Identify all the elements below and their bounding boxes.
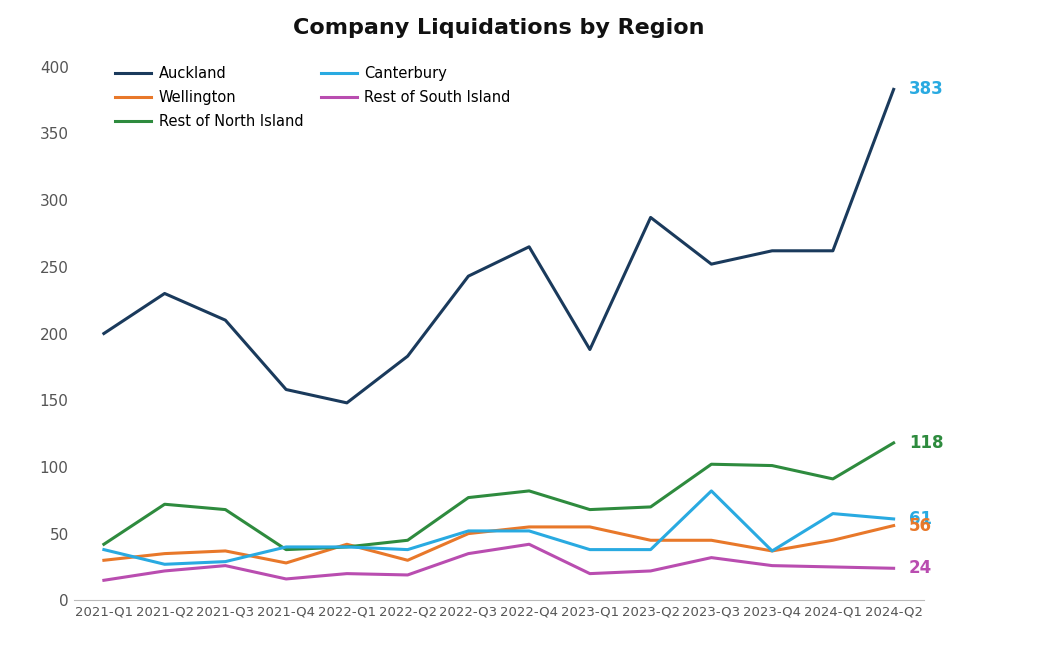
Rest of South Island <box>584 570 596 578</box>
Text: 61: 61 <box>909 510 931 528</box>
Wellington <box>887 522 900 530</box>
Canterbury <box>706 487 718 495</box>
Text: 56: 56 <box>909 517 931 534</box>
Rest of North Island <box>584 506 596 514</box>
Canterbury <box>401 546 414 554</box>
Rest of South Island <box>98 576 110 584</box>
Canterbury <box>765 547 778 555</box>
Rest of South Island <box>523 540 536 548</box>
Auckland <box>219 316 232 324</box>
Rest of South Island <box>340 570 353 578</box>
Rest of South Island <box>219 562 232 570</box>
Wellington <box>340 540 353 548</box>
Auckland <box>279 386 292 394</box>
Canterbury <box>98 546 110 554</box>
Wellington <box>462 530 475 538</box>
Line: Rest of North Island: Rest of North Island <box>104 443 894 550</box>
Legend: Auckland, Wellington, Rest of North Island, Canterbury, Rest of South Island: Auckland, Wellington, Rest of North Isla… <box>114 66 510 129</box>
Wellington <box>523 523 536 531</box>
Auckland <box>98 329 110 338</box>
Line: Canterbury: Canterbury <box>104 491 894 564</box>
Auckland <box>887 85 900 93</box>
Auckland <box>765 247 778 255</box>
Rest of South Island <box>645 567 657 575</box>
Canterbury <box>887 515 900 523</box>
Auckland <box>706 260 718 268</box>
Rest of North Island <box>98 540 110 548</box>
Rest of North Island <box>401 536 414 544</box>
Canterbury <box>159 560 171 568</box>
Auckland <box>584 346 596 354</box>
Auckland <box>645 213 657 221</box>
Rest of South Island <box>279 575 292 583</box>
Line: Auckland: Auckland <box>104 89 894 403</box>
Rest of South Island <box>706 554 718 562</box>
Canterbury <box>340 543 353 551</box>
Canterbury <box>523 527 536 535</box>
Rest of North Island <box>706 460 718 468</box>
Wellington <box>98 556 110 564</box>
Text: 383: 383 <box>909 81 944 98</box>
Auckland <box>826 247 839 255</box>
Rest of North Island <box>887 439 900 447</box>
Rest of South Island <box>765 562 778 570</box>
Rest of South Island <box>159 567 171 575</box>
Canterbury <box>219 558 232 566</box>
Rest of North Island <box>826 475 839 483</box>
Wellington <box>706 536 718 544</box>
Rest of North Island <box>645 503 657 511</box>
Auckland <box>340 399 353 407</box>
Rest of North Island <box>462 494 475 502</box>
Text: 24: 24 <box>909 560 932 577</box>
Canterbury <box>645 546 657 554</box>
Rest of North Island <box>159 500 171 508</box>
Wellington <box>765 547 778 555</box>
Rest of North Island <box>765 462 778 470</box>
Line: Rest of South Island: Rest of South Island <box>104 544 894 580</box>
Auckland <box>159 289 171 297</box>
Rest of South Island <box>826 563 839 571</box>
Rest of North Island <box>219 506 232 514</box>
Rest of North Island <box>279 546 292 554</box>
Wellington <box>584 523 596 531</box>
Rest of South Island <box>401 571 414 579</box>
Canterbury <box>826 510 839 518</box>
Wellington <box>219 547 232 555</box>
Auckland <box>462 272 475 280</box>
Rest of North Island <box>523 487 536 495</box>
Line: Wellington: Wellington <box>104 526 894 563</box>
Text: 118: 118 <box>909 434 943 452</box>
Rest of South Island <box>887 564 900 572</box>
Canterbury <box>462 527 475 535</box>
Wellington <box>645 536 657 544</box>
Wellington <box>159 550 171 558</box>
Title: Company Liquidations by Region: Company Liquidations by Region <box>293 18 705 38</box>
Wellington <box>826 536 839 544</box>
Canterbury <box>584 546 596 554</box>
Auckland <box>401 352 414 360</box>
Rest of South Island <box>462 550 475 558</box>
Canterbury <box>279 543 292 551</box>
Wellington <box>401 556 414 564</box>
Wellington <box>279 559 292 567</box>
Rest of North Island <box>340 543 353 551</box>
Auckland <box>523 243 536 251</box>
